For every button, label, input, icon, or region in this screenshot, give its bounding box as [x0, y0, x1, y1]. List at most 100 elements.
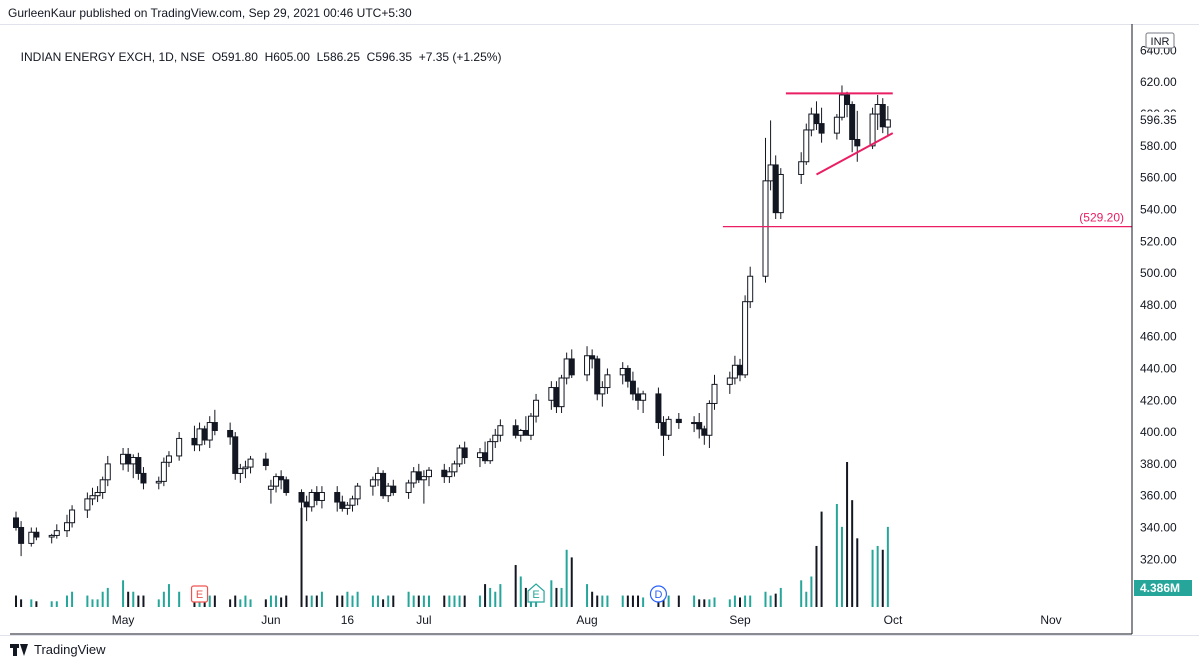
volume-bar [764, 591, 767, 607]
candle-body [803, 129, 810, 163]
volume-bar [805, 591, 808, 607]
candle-body [517, 429, 524, 436]
candle-body [767, 164, 774, 182]
chart-frame [0, 24, 1199, 636]
volume-bar [96, 599, 99, 607]
volume-bar [728, 599, 731, 607]
candle-body [318, 492, 325, 501]
candle-body [599, 387, 606, 395]
volume-bar [591, 591, 594, 607]
candle-body [89, 495, 96, 500]
candle-body [339, 501, 346, 509]
volume-bar [698, 599, 701, 607]
candle-body [334, 492, 341, 503]
candle-body [227, 429, 234, 438]
candle-body [838, 94, 845, 118]
footer-brand[interactable]: TradingView [10, 642, 106, 657]
volume-bar [346, 591, 349, 607]
candle-body [487, 441, 494, 462]
brand-name: TradingView [34, 642, 106, 657]
price-tick-label: 500.00 [1140, 266, 1177, 280]
volume-bar [269, 595, 272, 607]
volume-bar [448, 595, 451, 607]
candle-body [854, 138, 861, 147]
candle-body [303, 501, 310, 508]
volume-bar [20, 599, 23, 607]
candle-body [344, 504, 351, 509]
volume-bar [713, 597, 716, 607]
candle-body [354, 485, 361, 500]
candle-body [589, 355, 596, 360]
volume-bar [213, 595, 216, 607]
candle-body [691, 422, 698, 425]
volume-bar [484, 584, 487, 607]
volume-bar [264, 599, 267, 607]
candle-body [130, 457, 137, 465]
candle-body [63, 522, 70, 532]
candle-body [563, 358, 570, 379]
price-tick-label: 360.00 [1140, 489, 1177, 503]
volume-bar [677, 595, 680, 607]
candle-body [568, 358, 575, 376]
candle-body [385, 485, 392, 497]
candle-body [701, 428, 708, 436]
price-tick-label: 540.00 [1140, 202, 1177, 216]
candle-body [99, 479, 106, 494]
price-tick-label: 460.00 [1140, 330, 1177, 344]
volume-bars [15, 462, 889, 607]
candle-body [18, 526, 25, 544]
candle-body [201, 428, 208, 441]
candle-body [267, 485, 274, 490]
candle-body [665, 418, 672, 436]
time-tick-label: 16 [341, 613, 355, 627]
volume-bar [846, 462, 849, 607]
candle-body [380, 472, 387, 497]
volume-bar [478, 595, 481, 607]
low-value: L586.25 [316, 50, 360, 64]
volume-bar [835, 503, 838, 607]
volume-bar [744, 595, 747, 607]
candle-body [635, 393, 642, 401]
volume-bar [519, 576, 522, 607]
candle-body [874, 104, 881, 115]
volume-bar [315, 595, 318, 607]
volume-bar [739, 597, 741, 607]
time-tick-label: Aug [576, 613, 597, 627]
volume-bar [35, 601, 38, 607]
candle-body [492, 434, 499, 443]
candle-body [747, 275, 754, 303]
time-tick-label: Nov [1040, 613, 1061, 627]
volume-bar [239, 599, 242, 607]
price-tick-label: 380.00 [1140, 457, 1177, 471]
volume-bar [489, 587, 492, 607]
volume-bar [30, 599, 33, 607]
event-label: E [196, 589, 203, 601]
volume-bar [596, 595, 599, 607]
last-price-box [1134, 111, 1194, 128]
time-tick-label: Sep [729, 613, 751, 627]
candle-body [833, 116, 840, 134]
close-value: C596.35 [366, 50, 413, 64]
candle-body [522, 429, 529, 436]
volume-label-box [1134, 580, 1192, 596]
candle-body [737, 364, 743, 376]
volume-bar [371, 595, 374, 607]
volume-bar [800, 580, 803, 607]
candle-body [375, 472, 381, 481]
volume-bar [142, 595, 145, 607]
candle-body [410, 471, 417, 484]
candle-body [237, 468, 244, 474]
volume-bar [229, 599, 232, 607]
candle-body [425, 469, 432, 478]
candle-body [390, 485, 397, 494]
candle-body [349, 498, 356, 506]
volume-bar [422, 595, 425, 607]
volume-bar [106, 587, 109, 607]
candle-body [191, 437, 198, 446]
volume-bar [167, 584, 170, 607]
earnings-marker [190, 585, 209, 603]
time-tick-label: May [112, 613, 135, 627]
candle-body [273, 476, 280, 487]
candle-body [262, 458, 269, 466]
